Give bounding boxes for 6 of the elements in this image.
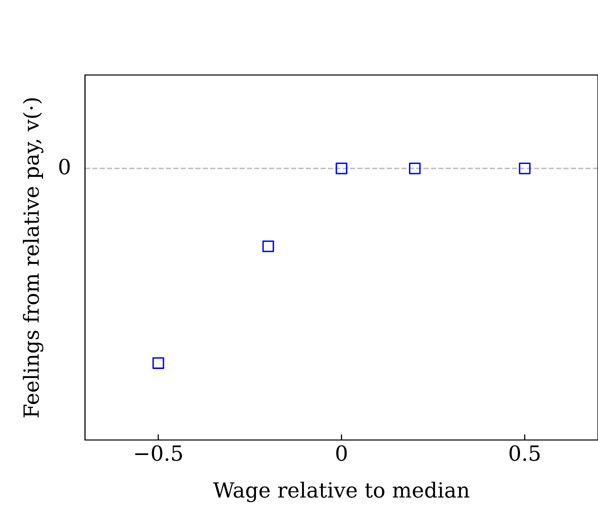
y-axis-title: Feelings from relative pay, v(·) <box>22 98 44 418</box>
x-tick-label: 0 <box>336 445 347 461</box>
x-tick-label: −0.5 <box>135 445 182 461</box>
x-axis-title: Wage relative to median <box>213 482 470 502</box>
ref-line-label: 0 <box>59 158 70 174</box>
x-tick-label: 0.5 <box>510 445 540 461</box>
